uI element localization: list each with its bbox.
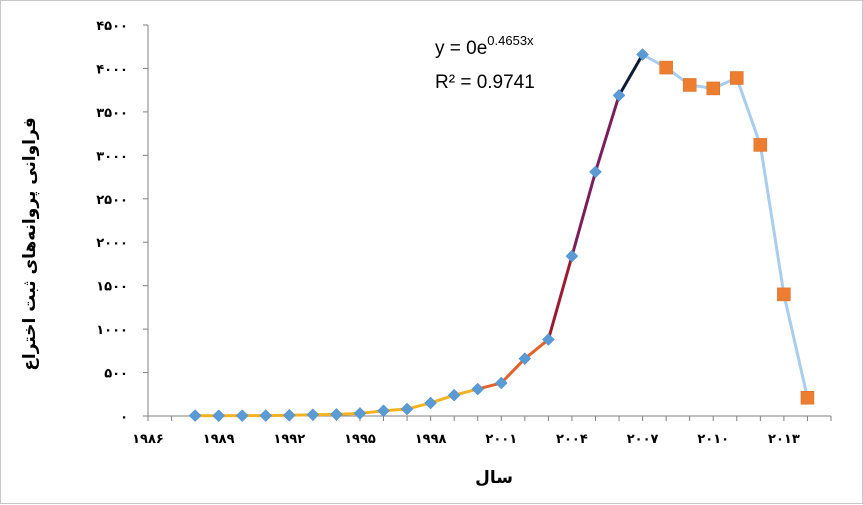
- x-tick-label: ۲۰۰۷: [627, 432, 659, 447]
- y-tick-label: ۰: [120, 410, 128, 425]
- data-point-diamond: [448, 389, 460, 401]
- x-tick-label: ۱۹۹۲: [273, 432, 305, 447]
- series-line-segment: [619, 55, 643, 96]
- series-line-segment: [737, 78, 761, 145]
- data-point-square: [660, 61, 673, 74]
- data-point-square: [777, 288, 790, 301]
- x-tick-label: ۲۰۰۴: [556, 432, 588, 447]
- y-tick-label: ۲۵۰۰: [96, 193, 128, 208]
- y-tick-label: ۴۵۰۰: [96, 19, 128, 34]
- y-tick-label: ۳۰۰۰: [96, 149, 128, 164]
- data-point-diamond: [401, 403, 413, 415]
- data-point-diamond: [236, 410, 248, 422]
- data-point-diamond: [472, 383, 484, 395]
- data-point-diamond: [307, 409, 319, 421]
- data-point-diamond: [260, 410, 272, 422]
- y-tick-label: ۳۵۰۰: [96, 106, 128, 121]
- data-point-diamond: [330, 408, 342, 420]
- series-line-segment: [572, 172, 596, 256]
- data-point-diamond: [566, 250, 578, 262]
- y-axis-title: فراوانی پروانه‌های ثبت اختراع: [20, 117, 40, 370]
- y-tick-label: ۱۵۰۰: [96, 280, 128, 295]
- series-points: [189, 49, 814, 422]
- x-axis-ticks: ۱۹۸۶ ۱۹۸۹ ۱۹۹۲ ۱۹۹۵ ۱۹۹۸ ۲۰۰۱ ۲۰۰۴ ۲۰۰۷ ۲۰۱۰ ۲۰۱۳: [132, 416, 831, 447]
- r-squared: R² = 0.9741: [435, 72, 535, 93]
- series-line-segment: [595, 95, 619, 171]
- y-tick-label: ۲۰۰۰: [96, 236, 128, 251]
- data-point-diamond: [283, 409, 295, 421]
- series-line-segment: [760, 145, 784, 294]
- data-point-square: [707, 82, 720, 95]
- series-line-segment: [548, 256, 572, 339]
- series-lines: [195, 55, 807, 416]
- x-axis-title: سال: [475, 468, 513, 488]
- x-tick-label: ۱۹۹۵: [344, 432, 376, 447]
- trendline-equation-prefix: y = 0e: [435, 38, 487, 59]
- data-point-square: [754, 138, 767, 151]
- series-line-segment: [525, 340, 549, 359]
- data-point-diamond: [589, 166, 601, 178]
- x-tick-label: ۱۹۸۶: [132, 432, 164, 447]
- x-tick-label: ۲۰۱۳: [768, 432, 800, 447]
- data-point-diamond: [354, 407, 366, 419]
- series-line-segment: [501, 359, 525, 383]
- trendline-equation-exponent: 0.4653x: [487, 33, 534, 48]
- y-tick-label: ۴۰۰۰: [96, 62, 128, 77]
- x-tick-label: ۱۹۹۸: [415, 432, 447, 447]
- trendline-equation: y = 0e0.4653x: [435, 33, 534, 59]
- data-point-diamond: [213, 410, 225, 422]
- data-point-square: [801, 391, 814, 404]
- data-point-diamond: [425, 397, 437, 409]
- y-axis-ticks: ۰ ۵۰۰ ۱۰۰۰ ۱۵۰۰ ۲۰۰۰ ۲۵۰۰ ۳۰۰۰ ۳۵۰۰ ۴۰۰۰ ۴۵۰۰: [96, 19, 148, 425]
- data-point-diamond: [189, 410, 201, 422]
- y-tick-label: ۵۰۰: [104, 367, 128, 382]
- data-point-diamond: [613, 89, 625, 101]
- series-line-segment: [784, 294, 808, 397]
- y-tick-label: ۱۰۰۰: [96, 323, 128, 338]
- data-point-square: [683, 78, 696, 91]
- data-point-square: [730, 72, 743, 85]
- x-tick-label: ۲۰۱۰: [697, 432, 729, 447]
- x-tick-label: ۲۰۰۱: [485, 432, 517, 447]
- x-tick-label: ۱۹۸۹: [203, 432, 235, 447]
- data-point-diamond: [378, 405, 390, 417]
- data-point-diamond: [637, 49, 649, 61]
